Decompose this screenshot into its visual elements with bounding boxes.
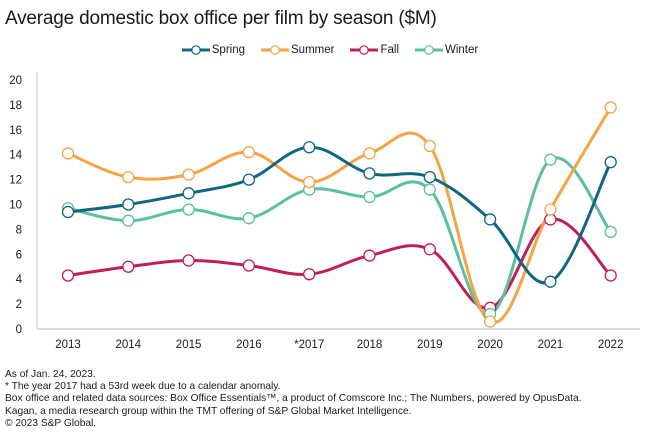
data-point-summer	[61, 147, 75, 160]
x-tick-label: 2013	[55, 339, 81, 351]
data-point-winter	[242, 212, 256, 225]
legend-label-summer: Summer	[291, 44, 335, 56]
legend-marker-winter	[415, 45, 443, 55]
data-point-winter	[363, 190, 376, 204]
data-point-summer	[242, 146, 256, 159]
data-point-spring	[483, 213, 497, 226]
note-copyright: © 2023 S&P Global.	[5, 417, 97, 429]
legend-item-spring: Spring	[181, 44, 246, 56]
series-lines	[67, 106, 613, 324]
legend-marker-spring	[181, 45, 210, 55]
data-point-summer	[483, 315, 497, 328]
data-point-summer	[182, 168, 195, 181]
x-tick-label: 2018	[357, 339, 383, 351]
y-tick-label: 8	[16, 224, 22, 236]
legend-label-fall: Fall	[380, 44, 399, 56]
note-kagan: Kagan, a media research group within the…	[5, 405, 412, 417]
data-point-winter	[182, 203, 195, 216]
data-point-fall	[122, 260, 135, 273]
data-point-winter	[544, 153, 557, 166]
data-point-summer	[303, 175, 316, 189]
legend: Spring Summer Fall Winter	[0, 44, 660, 56]
data-point-summer	[604, 101, 617, 114]
data-point-summer	[423, 139, 436, 153]
data-point-spring	[604, 156, 617, 169]
x-tick-label: 2014	[116, 339, 142, 351]
x-tick-label: 2022	[598, 339, 624, 351]
data-point-fall	[303, 268, 316, 281]
legend-item-winter: Winter	[415, 44, 478, 56]
footnotes: As of Jan. 24, 2023. * The year 2017 had…	[5, 369, 581, 430]
data-point-fall	[423, 243, 436, 256]
legend-marker-summer	[261, 45, 290, 55]
x-tick-label: *2017	[294, 339, 324, 351]
data-point-spring	[242, 173, 256, 186]
data-point-spring	[122, 198, 135, 211]
x-tick-label: 2016	[236, 339, 262, 351]
data-point-spring	[182, 187, 195, 200]
y-tick-label: 4	[16, 274, 23, 286]
legend-marker-fall	[350, 45, 379, 55]
y-tick-label: 14	[9, 150, 22, 162]
data-point-fall	[61, 269, 75, 282]
series-points	[61, 101, 617, 328]
y-tick-label: 16	[9, 125, 22, 137]
legend-label-spring: Spring	[211, 44, 246, 56]
y-tick-label: 0	[16, 324, 22, 336]
series-line-summer	[67, 106, 612, 324]
data-point-fall	[242, 259, 256, 272]
data-point-winter	[122, 214, 135, 227]
note-sources: Box office and related data sources: Box…	[5, 393, 582, 405]
y-tick-label: 2	[16, 299, 22, 311]
data-point-spring	[303, 141, 316, 154]
series-line-winter	[67, 156, 612, 316]
y-tick-label: 18	[9, 100, 22, 112]
y-axis-ticks: 0 2 4 6 8 10 12 14 16 18 20	[9, 75, 22, 336]
legend-label-winter: Winter	[445, 44, 479, 56]
data-point-spring	[423, 170, 436, 184]
x-tick-label: 2020	[477, 339, 503, 351]
data-point-spring	[363, 167, 376, 180]
y-tick-label: 12	[9, 175, 22, 187]
data-point-winter	[423, 183, 436, 196]
y-tick-label: 6	[16, 249, 22, 261]
data-point-spring	[61, 205, 75, 219]
data-point-summer	[122, 170, 135, 184]
legend-item-summer: Summer	[261, 44, 334, 56]
data-point-winter	[604, 225, 617, 239]
x-tick-label: 2021	[538, 339, 564, 351]
chart-title: Average domestic box office per film by …	[5, 8, 437, 29]
x-tick-label: 2015	[176, 339, 202, 351]
data-point-summer	[363, 147, 376, 160]
legend-item-fall: Fall	[350, 44, 399, 56]
data-point-spring	[544, 275, 557, 288]
data-point-fall	[363, 249, 376, 262]
note-2017: * The year 2017 had a 53rd week due to a…	[5, 381, 281, 393]
y-tick-label: 10	[9, 200, 22, 212]
x-tick-label: 2019	[417, 339, 443, 351]
x-axis-ticks: 2013 2014 2015 2016 *2017 2018 2019 2020 2021 202…	[55, 339, 623, 351]
data-point-summer	[544, 203, 557, 216]
data-point-fall	[604, 269, 617, 282]
y-tick-label: 20	[9, 75, 22, 87]
note-as-of: As of Jan. 24, 2023.	[5, 369, 96, 380]
data-point-fall	[182, 254, 195, 267]
